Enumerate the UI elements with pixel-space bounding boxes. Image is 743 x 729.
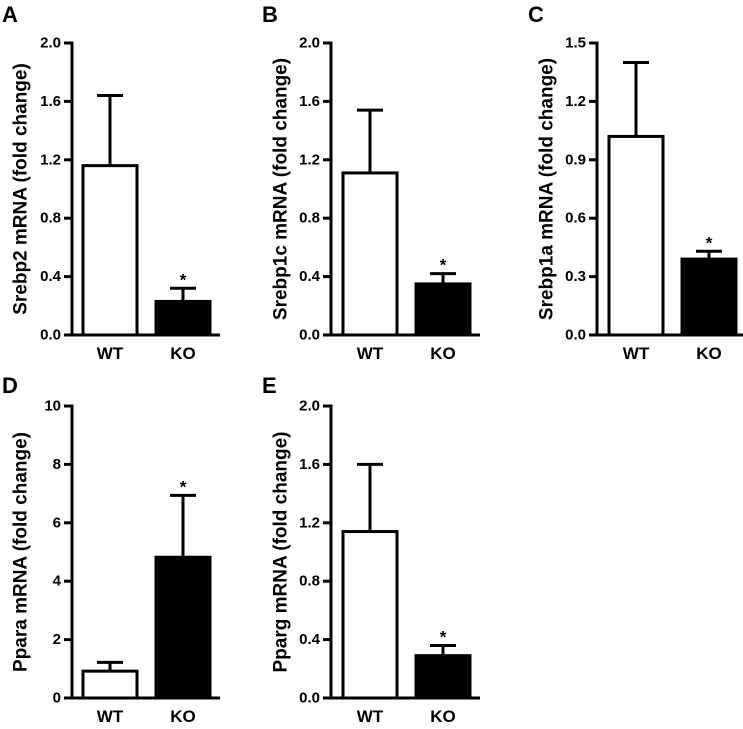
bar-ko: [414, 654, 472, 700]
y-tick-label: 8: [53, 456, 61, 473]
panel-a: A Srebp2 mRNA (fold change) 0.0 0.4 0.8 1.2 1.…: [2, 2, 220, 363]
bar-ko: [414, 282, 472, 337]
y-axis-label: Srebp1a mRNA (fold change): [537, 58, 558, 320]
panel-letter: C: [528, 2, 544, 27]
panel-d: D Ppara mRNA (fold change) 0 2 4 6 8 10 WT KO *: [2, 373, 220, 726]
category-label: KO: [696, 344, 722, 363]
y-tick-label: 0.0: [40, 327, 61, 344]
y-axis-label: Srebp1c mRNA (fold change): [271, 58, 292, 320]
y-tick-label: 0.6: [565, 210, 586, 227]
significance-marker: *: [180, 270, 187, 289]
y-tick-label: 0.4: [299, 631, 321, 648]
y-tick-label: 1.5: [565, 35, 586, 52]
category-label: WT: [357, 344, 384, 363]
bar-wt: [341, 171, 399, 337]
y-tick-label: 1.6: [299, 93, 320, 110]
bar-wt: [607, 134, 665, 337]
bar-wt: [81, 164, 139, 337]
y-tick-label: 1.2: [565, 93, 586, 110]
panel-letter: E: [262, 373, 277, 398]
y-tick-label: 1.6: [299, 456, 320, 473]
y-tick-label: 0.9: [565, 151, 586, 168]
y-axis-label: Pparg mRNA (fold change): [271, 431, 292, 672]
category-label: KO: [170, 344, 196, 363]
bar-wt: [81, 669, 139, 700]
y-tick-label: 1.6: [40, 93, 61, 110]
panel-b: B Srebp1c mRNA (fold change) 0.0 0.4 0.8 1.2 1…: [262, 2, 480, 363]
y-tick-label: 0.0: [565, 327, 586, 344]
significance-marker: *: [440, 627, 447, 646]
y-tick-label: 0.4: [299, 268, 321, 285]
y-tick-label: 0.0: [299, 327, 320, 344]
y-tick-label: 0.8: [40, 210, 61, 227]
y-tick-label: 2.0: [299, 398, 320, 415]
y-tick-label: 4: [53, 573, 62, 590]
category-label: WT: [357, 707, 384, 726]
y-tick-label: 1.2: [299, 151, 320, 168]
y-tick-label: 0.0: [299, 690, 320, 707]
category-label: WT: [97, 707, 124, 726]
y-axis-label: Ppara mRNA (fold change): [11, 432, 32, 672]
panel-letter: B: [262, 2, 278, 27]
bar-ko: [154, 555, 212, 700]
category-label: KO: [430, 707, 456, 726]
y-tick-label: 0.3: [565, 268, 586, 285]
y-tick-label: 1.2: [299, 514, 320, 531]
significance-marker: *: [440, 256, 447, 275]
y-tick-label: 2.0: [299, 35, 320, 52]
y-axis-label: Srebp2 mRNA (fold change): [11, 63, 32, 315]
y-tick-label: 2.0: [40, 35, 61, 52]
y-tick-label: 0.8: [299, 210, 320, 227]
y-tick-label: 0.4: [40, 268, 62, 285]
y-tick-label: 0.8: [299, 573, 320, 590]
significance-marker: *: [180, 477, 187, 496]
y-tick-label: 2: [53, 631, 61, 648]
y-tick-label: 10: [44, 398, 61, 415]
significance-marker: *: [706, 233, 713, 252]
category-label: KO: [430, 344, 456, 363]
bar-wt: [341, 530, 399, 700]
panel-letter: D: [2, 373, 18, 398]
panel-e: E Pparg mRNA (fold change) 0.0 0.4 0.8 1.2 1.6…: [262, 373, 480, 726]
bar-ko: [680, 257, 738, 337]
y-tick-label: 1.2: [40, 151, 61, 168]
panel-c: C Srebp1a mRNA (fold change) 0.0 0.3 0.6 0.9 1…: [528, 2, 743, 363]
category-label: WT: [97, 344, 124, 363]
panel-letter: A: [2, 2, 18, 27]
category-label: KO: [170, 707, 196, 726]
bar-ko: [154, 299, 212, 337]
y-tick-label: 0: [53, 690, 61, 707]
y-tick-label: 6: [53, 514, 61, 531]
category-label: WT: [623, 344, 650, 363]
